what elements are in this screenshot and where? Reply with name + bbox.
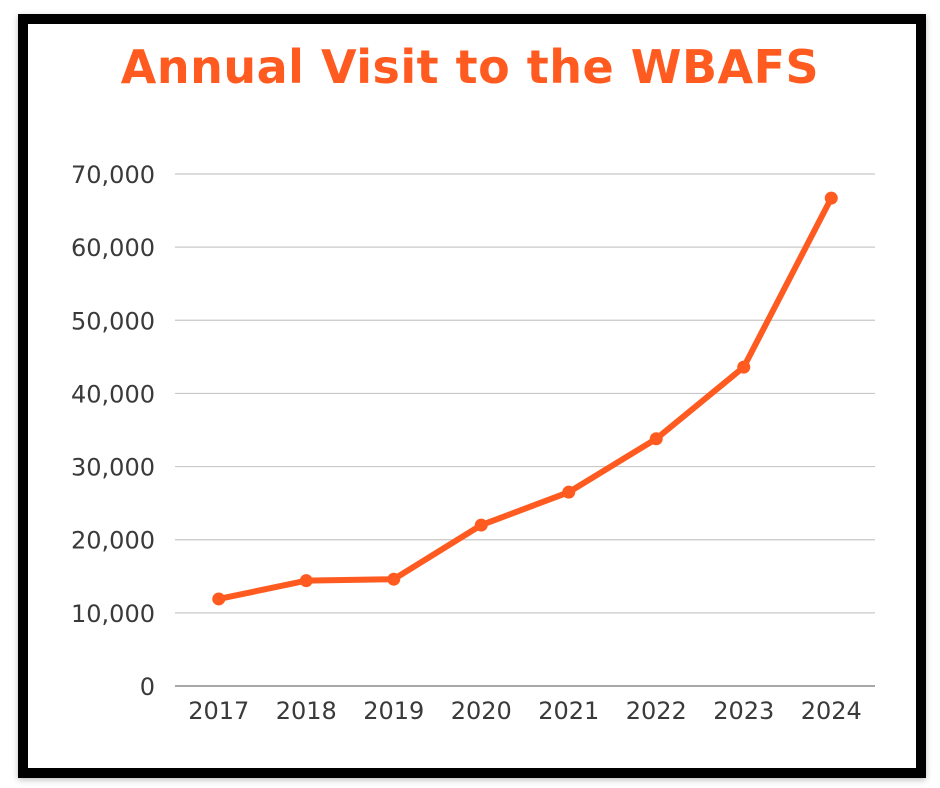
x-tick-label: 2022 bbox=[626, 697, 687, 725]
y-tick-label: 10,000 bbox=[71, 600, 155, 628]
data-point bbox=[824, 191, 838, 205]
y-tick-label: 30,000 bbox=[71, 454, 155, 482]
y-tick-label: 20,000 bbox=[71, 527, 155, 555]
series-layer bbox=[212, 191, 838, 606]
series-line bbox=[215, 195, 835, 602]
chart-frame bbox=[18, 14, 926, 778]
data-point bbox=[212, 592, 226, 606]
y-tick-label: 50,000 bbox=[71, 307, 155, 335]
data-point bbox=[562, 485, 576, 499]
x-tick-label: 2021 bbox=[538, 697, 599, 725]
gridlines bbox=[175, 173, 875, 614]
data-point bbox=[737, 360, 751, 374]
y-tick-label: 70,000 bbox=[71, 161, 155, 189]
x-tick-label: 2017 bbox=[188, 697, 249, 725]
data-point bbox=[387, 572, 401, 586]
data-point bbox=[649, 432, 663, 446]
y-tick-label: 0 bbox=[140, 673, 155, 701]
x-tick-label: 2024 bbox=[801, 697, 862, 725]
data-point bbox=[474, 518, 488, 532]
y-tick-label: 40,000 bbox=[71, 380, 155, 408]
x-tick-label: 2023 bbox=[713, 697, 774, 725]
x-tick-label: 2020 bbox=[451, 697, 512, 725]
data-point bbox=[299, 574, 313, 588]
y-tick-label: 60,000 bbox=[71, 234, 155, 262]
y-axis-tick-labels: 0 10,000 20,000 30,000 40,000 50,000 60,000 70,… bbox=[71, 161, 155, 701]
chart-title: Annual Visit to the WBAFS bbox=[120, 40, 820, 94]
x-tick-label: 2019 bbox=[363, 697, 424, 725]
x-axis-tick-labels: 2017 2018 2019 2020 2021 2022 2023 2024 bbox=[188, 697, 862, 725]
x-tick-label: 2018 bbox=[276, 697, 337, 725]
